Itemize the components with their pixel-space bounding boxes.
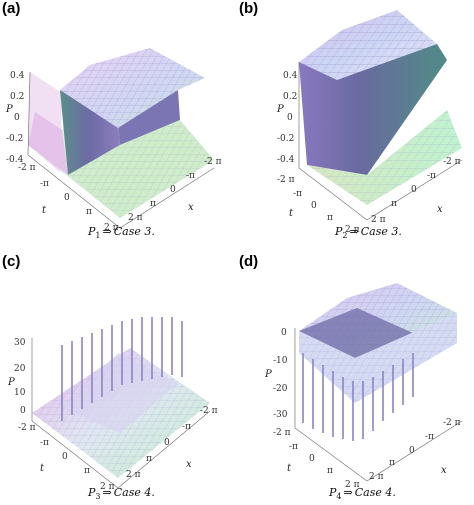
surface-floor-grid (307, 110, 462, 205)
z-tick: 0.2 (10, 92, 24, 102)
surface-plot-b: 0.4 0.2 0 -0.2 -0.4 -2 π -π 0 π 2 π -2 π… (276, 10, 463, 235)
t-tick: -2 π (18, 423, 36, 433)
t-tick: 0 (311, 201, 317, 211)
z-tick: 0 (20, 406, 26, 416)
x-tick: 2 π (371, 215, 386, 225)
z-tick: 0 (281, 328, 287, 338)
z-tick: 0.4 (10, 71, 25, 81)
surface-wall (299, 44, 447, 175)
panel-label: (c) (2, 253, 21, 270)
z-axis-label: P (5, 104, 13, 115)
t-tick: 0 (64, 193, 70, 203)
t-tick: 0 (309, 454, 315, 464)
x-tick: π (391, 199, 397, 209)
t-tick: -π (40, 179, 49, 189)
surface-wall-right (118, 90, 180, 145)
t-tick: -π (289, 442, 298, 452)
z-axis-label: P (264, 369, 272, 380)
x-tick: 0 (411, 185, 417, 195)
z-tick: -20 (273, 384, 288, 394)
surface-plot-c: 30 20 10 0 -2 π -π 0 π 2 π -2 π -π 0 π 2… (7, 317, 218, 492)
surface-valley (299, 308, 413, 358)
x-axis-label: x (186, 459, 192, 470)
t-axis-label: t (42, 205, 47, 216)
z-tick: -0.4 (277, 155, 295, 165)
x-tick: π (150, 199, 156, 209)
panel-a: (a) 0.4 0.2 (0, 0, 237, 252)
t-tick: π (84, 466, 90, 476)
z-tick: 30 (14, 338, 26, 348)
x-tick: -π (425, 432, 434, 442)
surface-low (28, 112, 68, 175)
z-tick: 0.2 (283, 92, 297, 102)
surface-plot-d: 0 -10 -20 -30 -2 π -π 0 π 2 π -2 π -π 0 … (264, 283, 463, 490)
panel-label: (b) (239, 0, 259, 17)
x-axis-label: x (441, 465, 447, 476)
surface-high-grid (299, 10, 437, 80)
panel-caption: P3 ⇒ Case 4. (88, 486, 155, 502)
panel-b: (b) 0.4 0.2 0 -0.2 - (237, 0, 474, 252)
x-tick: 0 (170, 185, 176, 195)
t-tick: -2 π (18, 163, 36, 173)
z-axis-label: P (276, 104, 284, 115)
x-tick: -2 π (443, 157, 461, 167)
z-axis-label: P (7, 377, 15, 388)
panel-d: (d) 0 -10 -20 -30 (237, 253, 474, 505)
t-tick: π (327, 213, 333, 223)
x-tick: 0 (409, 446, 415, 456)
surface-high-grid (60, 48, 205, 128)
panel-caption: P4 ⇒ Case 4. (329, 486, 396, 502)
surface-floor-grid (68, 120, 214, 218)
z-tick: 20 (14, 364, 26, 374)
t-tick: π (86, 207, 92, 217)
x-tick: 2 π (128, 213, 143, 223)
z-tick: 0 (14, 113, 20, 123)
x-tick: 0 (164, 438, 170, 448)
t-tick: 2 π (100, 482, 115, 492)
z-tick: 0 (287, 113, 293, 123)
x-tick: 2 π (369, 472, 384, 482)
z-tick: -30 (273, 410, 288, 420)
t-tick: 0 (62, 452, 68, 462)
surface-plot-a: 0.4 0.2 0 -0.2 -0.4 -2 π -π 0 π 2 π -2 π… (5, 48, 222, 233)
panel-c: (c) 30 20 10 0 -2 (0, 253, 237, 505)
spike-row (61, 317, 183, 421)
x-tick: π (389, 458, 395, 468)
x-tick: -2 π (443, 418, 461, 428)
z-tick: -0.2 (277, 134, 294, 144)
t-axis-label: t (287, 463, 292, 474)
x-tick: -π (182, 422, 191, 432)
panel-label: (a) (2, 0, 21, 17)
t-tick: 2 π (345, 480, 360, 490)
x-tick: -2 π (200, 406, 218, 416)
panel-caption: P2 ⇒ Case 3. (335, 225, 402, 241)
x-tick: π (146, 454, 152, 464)
x-axis-label: x (188, 202, 194, 213)
t-axis-label: t (289, 208, 294, 219)
t-tick: -π (293, 189, 302, 199)
panel-caption: P1 ⇒ Case 3. (88, 225, 155, 241)
x-tick: -π (186, 171, 195, 181)
z-tick: -0.2 (6, 134, 23, 144)
x-tick: 2 π (126, 470, 141, 480)
t-axis-label: t (40, 463, 45, 474)
x-axis-label: x (437, 204, 443, 215)
surface-front-grid (299, 313, 457, 403)
surface-wall (60, 90, 120, 175)
t-tick: -2 π (277, 175, 295, 185)
x-tick: -2 π (204, 157, 222, 167)
t-tick: -π (40, 438, 49, 448)
z-tick: -0.4 (6, 155, 24, 165)
z-tick: -10 (273, 356, 288, 366)
spike-row (302, 353, 414, 441)
x-tick: -π (427, 171, 436, 181)
z-tick: 0.4 (283, 71, 298, 81)
surface-ridge (60, 353, 178, 433)
t-tick: 2 π (345, 225, 360, 235)
panel-label: (d) (239, 253, 259, 270)
t-tick: 2 π (104, 223, 119, 233)
z-tick: 10 (14, 388, 26, 398)
t-tick: π (327, 466, 333, 476)
t-tick: -2 π (273, 428, 291, 438)
